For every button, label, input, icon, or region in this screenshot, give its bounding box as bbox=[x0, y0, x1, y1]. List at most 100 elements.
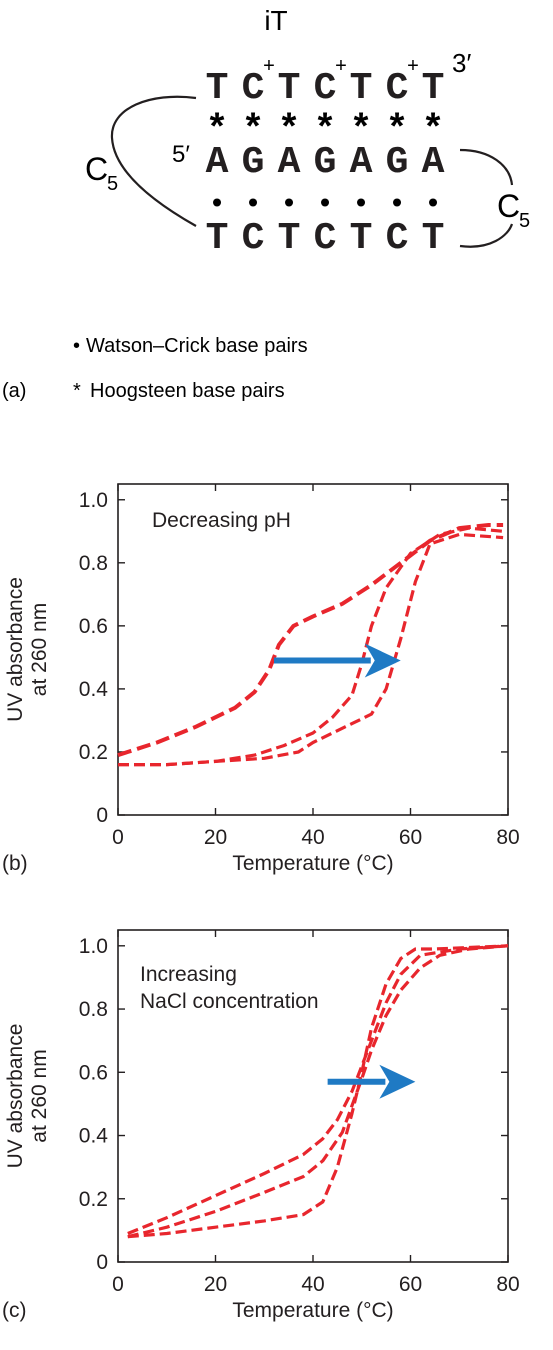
bottom-base-4: T bbox=[350, 217, 373, 260]
y-tick-label-0: 0 bbox=[96, 804, 108, 827]
hoogsteen-mark-6: * bbox=[422, 109, 445, 152]
watson-mark-1: • bbox=[245, 190, 262, 221]
middle-base-0: A bbox=[206, 141, 229, 184]
hoogsteen-mark-2: * bbox=[278, 109, 301, 152]
chart-melting-nacl: 0 20 40 60 80 0 0.2 0.4 0.6 0.8 1.0 Temperature (°C… bbox=[2, 929, 520, 1322]
watson-crick-pair-row: • • • • • • • bbox=[209, 190, 442, 221]
svg-text:Watson–Crick base pairs: Watson–Crick base pairs bbox=[86, 335, 308, 357]
svg-text:•: • bbox=[73, 335, 80, 357]
hoogsteen-mark-5: * bbox=[386, 109, 409, 152]
bottom-base-6: T bbox=[422, 217, 445, 260]
middle-base-4: A bbox=[350, 141, 373, 184]
watson-mark-6: • bbox=[425, 190, 442, 221]
right-loop-upper-line bbox=[459, 148, 514, 186]
y-tick-label-3: 0.6 bbox=[79, 615, 108, 638]
watson-mark-0: • bbox=[209, 190, 226, 221]
hoogsteen-pair-row: * * * * * * * bbox=[206, 109, 445, 152]
x-tick-label-80: 80 bbox=[496, 1273, 519, 1296]
top-base-4: T bbox=[350, 67, 373, 110]
series-line-2 bbox=[118, 532, 504, 767]
top-base-1: C bbox=[242, 67, 265, 110]
svg-text:C: C bbox=[497, 188, 520, 224]
plus-mark-5: + bbox=[407, 55, 419, 77]
x-tick-label-20: 20 bbox=[204, 1273, 227, 1296]
series-line-1 bbox=[118, 526, 504, 767]
x-tick-label-0: 0 bbox=[112, 1273, 124, 1296]
top-base-6: T bbox=[422, 67, 445, 110]
right-loop-label: C 5 bbox=[497, 188, 530, 232]
middle-base-6: A bbox=[422, 141, 445, 184]
y-tick-label-4: 0.8 bbox=[79, 552, 108, 575]
y-axis-title-line1: UV absorbance bbox=[4, 577, 27, 722]
diagram-title: iT bbox=[264, 5, 287, 36]
svg-text:5: 5 bbox=[107, 173, 118, 195]
plus-mark-1: + bbox=[263, 55, 275, 77]
y-tick-label-2: 0.4 bbox=[79, 678, 109, 701]
y-axis-title-line2: at 260 nm bbox=[28, 603, 51, 696]
watson-mark-2: • bbox=[281, 190, 298, 221]
middle-base-1: G bbox=[242, 141, 265, 184]
legend-hoogsteen: * Hoogsteen base pairs bbox=[73, 380, 285, 402]
annotation-line2: NaCl concentration bbox=[140, 990, 319, 1013]
series-line-2 bbox=[127, 944, 509, 1239]
bottom-base-5: C bbox=[386, 217, 409, 260]
panel-label-a: (a) bbox=[2, 380, 26, 402]
annotation-decreasing-ph: Decreasing pH bbox=[152, 509, 291, 532]
hoogsteen-mark-0: * bbox=[206, 109, 229, 152]
middle-base-2: A bbox=[278, 141, 301, 184]
hoogsteen-mark-1: * bbox=[242, 109, 265, 152]
x-tick-label-80: 80 bbox=[496, 826, 519, 849]
y-tick-label-5: 1.0 bbox=[79, 489, 108, 512]
top-base-3: C bbox=[314, 67, 337, 110]
x-tick-label-20: 20 bbox=[204, 826, 227, 849]
x-tick-label-40: 40 bbox=[301, 1273, 324, 1296]
bottom-base-1: C bbox=[242, 217, 265, 260]
x-axis-title: Temperature (°C) bbox=[232, 852, 393, 875]
y-tick-label-1: 0.2 bbox=[79, 741, 108, 764]
watson-mark-4: • bbox=[353, 190, 370, 221]
right-loop-lower-line bbox=[459, 223, 514, 248]
hoogsteen-mark-4: * bbox=[350, 109, 373, 152]
bottom-base-2: T bbox=[278, 217, 301, 260]
left-loop-label: C 5 bbox=[85, 151, 118, 195]
left-loop-line bbox=[110, 95, 197, 227]
three-prime-label: 3′ bbox=[452, 48, 471, 78]
watson-mark-5: • bbox=[389, 190, 406, 221]
x-tick-label-40: 40 bbox=[301, 826, 324, 849]
hoogsteen-mark-3: * bbox=[314, 109, 337, 152]
y-axis-title-line2: at 260 nm bbox=[28, 1049, 51, 1142]
top-base-0: T bbox=[206, 67, 229, 110]
svg-text:C: C bbox=[85, 151, 108, 187]
y-tick-label-0: 0 bbox=[96, 1251, 108, 1274]
five-prime-label: 5′ bbox=[172, 141, 190, 168]
trend-arrow-head bbox=[379, 1064, 416, 1099]
x-tick-label-60: 60 bbox=[399, 1273, 422, 1296]
top-base-2: T bbox=[278, 67, 301, 110]
series-line-0 bbox=[127, 944, 509, 1235]
svg-text:5: 5 bbox=[519, 210, 530, 232]
svg-text:Hoogsteen base pairs: Hoogsteen base pairs bbox=[90, 380, 285, 402]
x-tick-label-0: 0 bbox=[112, 826, 124, 849]
middle-base-3: G bbox=[314, 141, 337, 184]
x-axis-title: Temperature (°C) bbox=[232, 1299, 393, 1322]
watson-mark-3: • bbox=[317, 190, 334, 221]
annotation-line1: Increasing bbox=[140, 963, 237, 986]
x-tick-label-60: 60 bbox=[399, 826, 422, 849]
bottom-base-0: T bbox=[206, 217, 229, 260]
y-tick-label-4: 0.8 bbox=[79, 998, 108, 1021]
bottom-base-3: C bbox=[314, 217, 337, 260]
svg-text:*: * bbox=[73, 380, 81, 402]
series-line-0 bbox=[117, 523, 504, 758]
trend-arrow-head bbox=[364, 643, 401, 678]
y-tick-label-2: 0.4 bbox=[79, 1125, 109, 1148]
top-base-5: C bbox=[386, 67, 409, 110]
panel-label: (b) bbox=[2, 852, 28, 875]
legend-watson-crick: • Watson–Crick base pairs bbox=[73, 335, 308, 357]
chart-melting-ph: 0 20 40 60 80 0 0.2 0.4 0.6 0.8 1.0 Temperature (°C… bbox=[2, 483, 520, 875]
panel-label: (c) bbox=[2, 1299, 27, 1322]
y-tick-label-1: 0.2 bbox=[79, 1188, 108, 1211]
